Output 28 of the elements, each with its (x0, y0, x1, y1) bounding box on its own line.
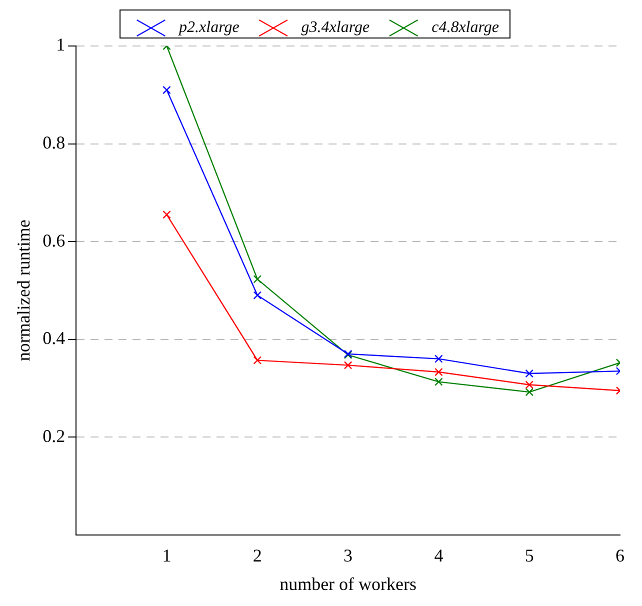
point (434, 378, 443, 386)
point (253, 291, 262, 300)
point (344, 361, 352, 370)
y-tick-label: 0.4 (42, 328, 66, 348)
y-tick-label: 1 (56, 34, 66, 55)
y-axis-title: normalized runtime (14, 220, 34, 362)
y-tick-label: 0.2 (42, 426, 66, 446)
point (253, 275, 262, 284)
legend-label: g3.4xlarge (301, 19, 370, 36)
x-tick-label: 3 (344, 545, 353, 566)
point (434, 354, 443, 363)
x-tick-label: 6 (616, 545, 624, 566)
point (525, 380, 534, 389)
legend-label: p2.xlarge (178, 19, 240, 36)
x-tick-label: 1 (162, 545, 172, 566)
point (162, 86, 171, 94)
point (162, 210, 171, 219)
point (525, 388, 534, 396)
x-tick-label: 5 (524, 545, 534, 566)
point (525, 369, 534, 378)
y-tick-label: 0.8 (42, 132, 66, 152)
y-tick-label: 0.6 (42, 230, 66, 250)
x-tick-label: 4 (434, 545, 444, 566)
point (434, 368, 443, 376)
x-axis-title: number of workers (280, 574, 417, 594)
x-tick-label: 2 (252, 545, 262, 566)
legend-label: c4.8xlarge (432, 19, 499, 36)
point (253, 356, 262, 364)
